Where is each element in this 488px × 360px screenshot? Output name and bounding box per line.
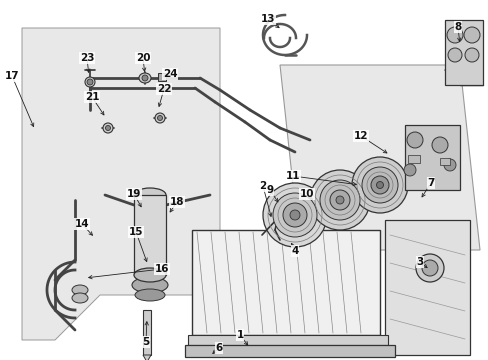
Ellipse shape [329,190,349,210]
Text: 15: 15 [128,227,143,237]
Text: 17: 17 [5,71,19,81]
Ellipse shape [132,277,168,293]
Ellipse shape [319,180,359,220]
Ellipse shape [431,137,447,153]
Ellipse shape [464,48,478,62]
Ellipse shape [446,27,462,43]
Ellipse shape [134,268,165,282]
Text: 23: 23 [80,53,94,63]
Text: 6: 6 [215,343,222,353]
Text: 24: 24 [163,69,177,79]
Ellipse shape [72,293,88,303]
Ellipse shape [443,159,455,171]
Text: 8: 8 [453,22,461,32]
Polygon shape [142,355,151,360]
Bar [439,158,449,165]
Text: 5: 5 [142,337,149,347]
Ellipse shape [87,79,93,85]
Text: 22: 22 [157,84,171,94]
Ellipse shape [72,285,88,295]
Polygon shape [22,28,220,340]
Ellipse shape [135,289,164,301]
Ellipse shape [105,126,110,131]
Bar [184,345,394,357]
Text: 21: 21 [84,92,99,102]
Ellipse shape [103,123,113,133]
Ellipse shape [289,210,299,220]
Bar [187,335,387,345]
Bar [158,73,165,81]
Text: 14: 14 [75,219,89,229]
Bar [384,220,469,355]
Ellipse shape [421,260,437,276]
Ellipse shape [351,157,407,213]
Ellipse shape [370,176,388,194]
Ellipse shape [403,164,415,176]
Text: 4: 4 [291,246,298,256]
Text: 2: 2 [259,181,266,191]
Bar [444,20,482,85]
Bar [192,230,379,335]
Ellipse shape [463,27,479,43]
Ellipse shape [157,116,162,121]
Text: 9: 9 [266,185,273,195]
Text: 10: 10 [299,189,314,199]
Text: 3: 3 [415,257,423,267]
Ellipse shape [335,196,343,204]
Text: 12: 12 [353,131,367,141]
Ellipse shape [155,113,164,123]
Text: 16: 16 [154,264,169,274]
Ellipse shape [85,77,95,87]
Ellipse shape [263,183,326,247]
Polygon shape [280,65,479,250]
Ellipse shape [376,181,383,189]
Text: 7: 7 [427,178,434,188]
Text: 13: 13 [260,14,275,24]
Text: 20: 20 [136,53,150,63]
Ellipse shape [309,170,369,230]
Ellipse shape [134,188,165,202]
Ellipse shape [361,167,397,203]
Ellipse shape [142,75,148,81]
Text: 1: 1 [236,330,243,340]
Text: 18: 18 [169,197,184,207]
Ellipse shape [283,203,306,227]
Ellipse shape [415,254,443,282]
Text: 11: 11 [285,171,300,181]
Ellipse shape [272,193,316,237]
Ellipse shape [139,73,151,83]
Text: 19: 19 [126,189,141,199]
Ellipse shape [406,132,422,148]
Ellipse shape [447,48,461,62]
Bar [142,310,151,355]
Bar [404,125,459,190]
Bar [407,155,419,163]
Bar [134,195,165,275]
